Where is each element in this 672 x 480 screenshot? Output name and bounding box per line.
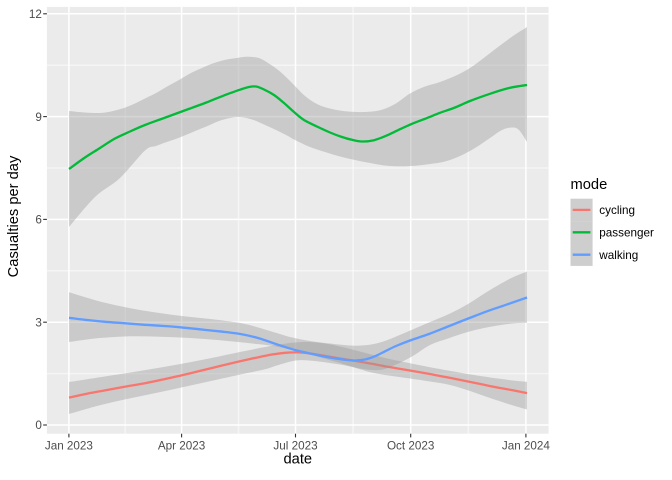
svg-text:walking: walking [598,249,638,262]
svg-text:date: date [284,452,313,468]
svg-text:Jul 2023: Jul 2023 [273,440,317,453]
svg-text:12: 12 [29,8,42,21]
svg-text:6: 6 [35,214,42,227]
svg-text:3: 3 [35,316,42,329]
svg-text:mode: mode [571,177,608,193]
svg-text:Casualties per day: Casualties per day [6,155,22,277]
svg-text:0: 0 [35,419,42,432]
svg-text:Jan 2024: Jan 2024 [502,440,551,453]
svg-text:Jan 2023: Jan 2023 [45,440,93,453]
svg-text:cycling: cycling [599,204,635,217]
svg-text:9: 9 [35,111,42,124]
svg-text:Apr 2023: Apr 2023 [158,440,205,453]
svg-text:Oct 2023: Oct 2023 [387,440,434,453]
svg-text:passenger: passenger [599,227,654,240]
